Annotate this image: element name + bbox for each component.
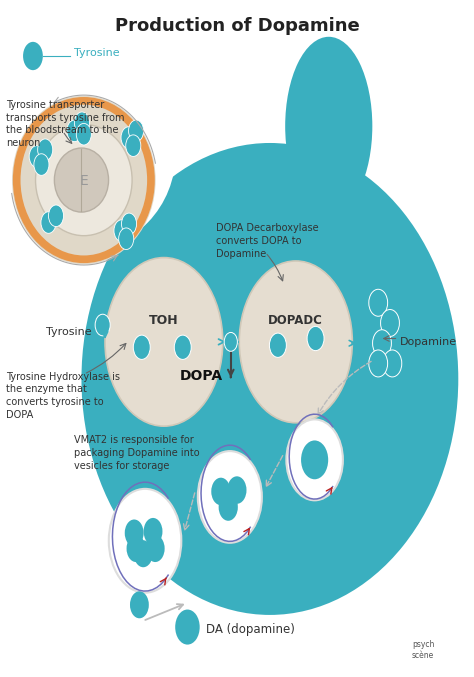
Circle shape xyxy=(23,42,43,70)
Circle shape xyxy=(114,220,129,242)
Text: DOPA: DOPA xyxy=(180,368,223,383)
Circle shape xyxy=(224,332,237,351)
Circle shape xyxy=(76,123,91,145)
Circle shape xyxy=(125,519,144,546)
Circle shape xyxy=(41,212,56,234)
Circle shape xyxy=(175,609,200,645)
Ellipse shape xyxy=(82,143,458,615)
Circle shape xyxy=(219,494,238,521)
Circle shape xyxy=(37,139,53,160)
Text: Tyrosine Hydroxylase is
the enzyme that
converts tyrosine to
DOPA: Tyrosine Hydroxylase is the enzyme that … xyxy=(6,372,120,420)
Text: Production of Dopamine: Production of Dopamine xyxy=(115,17,359,35)
Circle shape xyxy=(130,591,149,618)
Circle shape xyxy=(34,154,49,175)
Ellipse shape xyxy=(36,125,132,236)
Circle shape xyxy=(144,518,163,545)
Circle shape xyxy=(211,478,230,505)
Circle shape xyxy=(67,120,82,141)
Circle shape xyxy=(146,535,164,562)
Circle shape xyxy=(174,335,191,359)
Circle shape xyxy=(121,127,136,148)
Circle shape xyxy=(74,112,90,133)
Circle shape xyxy=(105,257,223,426)
Text: Tyrosine: Tyrosine xyxy=(46,327,92,336)
Circle shape xyxy=(369,350,388,377)
Text: E: E xyxy=(80,175,88,188)
Circle shape xyxy=(373,330,392,357)
Circle shape xyxy=(369,289,388,316)
Text: DA (dopamine): DA (dopamine) xyxy=(206,624,295,636)
Circle shape xyxy=(227,477,246,504)
Text: Tyrosine transporter
transports tyrosine from
the bloodstream to the
neuron: Tyrosine transporter transports tyrosine… xyxy=(6,100,125,148)
Text: VMAT2 is responsible for
packaging Dopamine into
vesicles for storage: VMAT2 is responsible for packaging Dopam… xyxy=(74,435,200,471)
Circle shape xyxy=(29,146,44,167)
Circle shape xyxy=(381,309,400,336)
Text: DOPA Decarboxylase
converts DOPA to
Dopamine: DOPA Decarboxylase converts DOPA to Dopa… xyxy=(216,223,319,259)
Circle shape xyxy=(301,441,328,479)
Circle shape xyxy=(126,135,141,156)
Circle shape xyxy=(307,326,324,351)
Circle shape xyxy=(121,213,137,235)
Circle shape xyxy=(133,335,150,359)
Circle shape xyxy=(134,540,153,567)
Text: psych
scène: psych scène xyxy=(412,640,434,659)
Circle shape xyxy=(128,120,144,141)
Ellipse shape xyxy=(12,95,155,264)
Circle shape xyxy=(127,535,146,562)
Ellipse shape xyxy=(0,56,176,251)
Circle shape xyxy=(269,333,286,357)
Circle shape xyxy=(109,489,182,592)
Text: TOH: TOH xyxy=(149,314,179,327)
Circle shape xyxy=(95,314,110,336)
Text: Tyrosine: Tyrosine xyxy=(74,47,120,58)
Circle shape xyxy=(118,228,134,250)
Text: DOPADC: DOPADC xyxy=(268,314,323,327)
Circle shape xyxy=(239,261,352,422)
Circle shape xyxy=(383,350,402,377)
Ellipse shape xyxy=(285,37,373,215)
Circle shape xyxy=(198,451,262,543)
Polygon shape xyxy=(289,190,317,207)
Text: Dopamine: Dopamine xyxy=(400,337,456,347)
Circle shape xyxy=(48,205,64,227)
Ellipse shape xyxy=(55,148,109,212)
Circle shape xyxy=(286,420,343,500)
